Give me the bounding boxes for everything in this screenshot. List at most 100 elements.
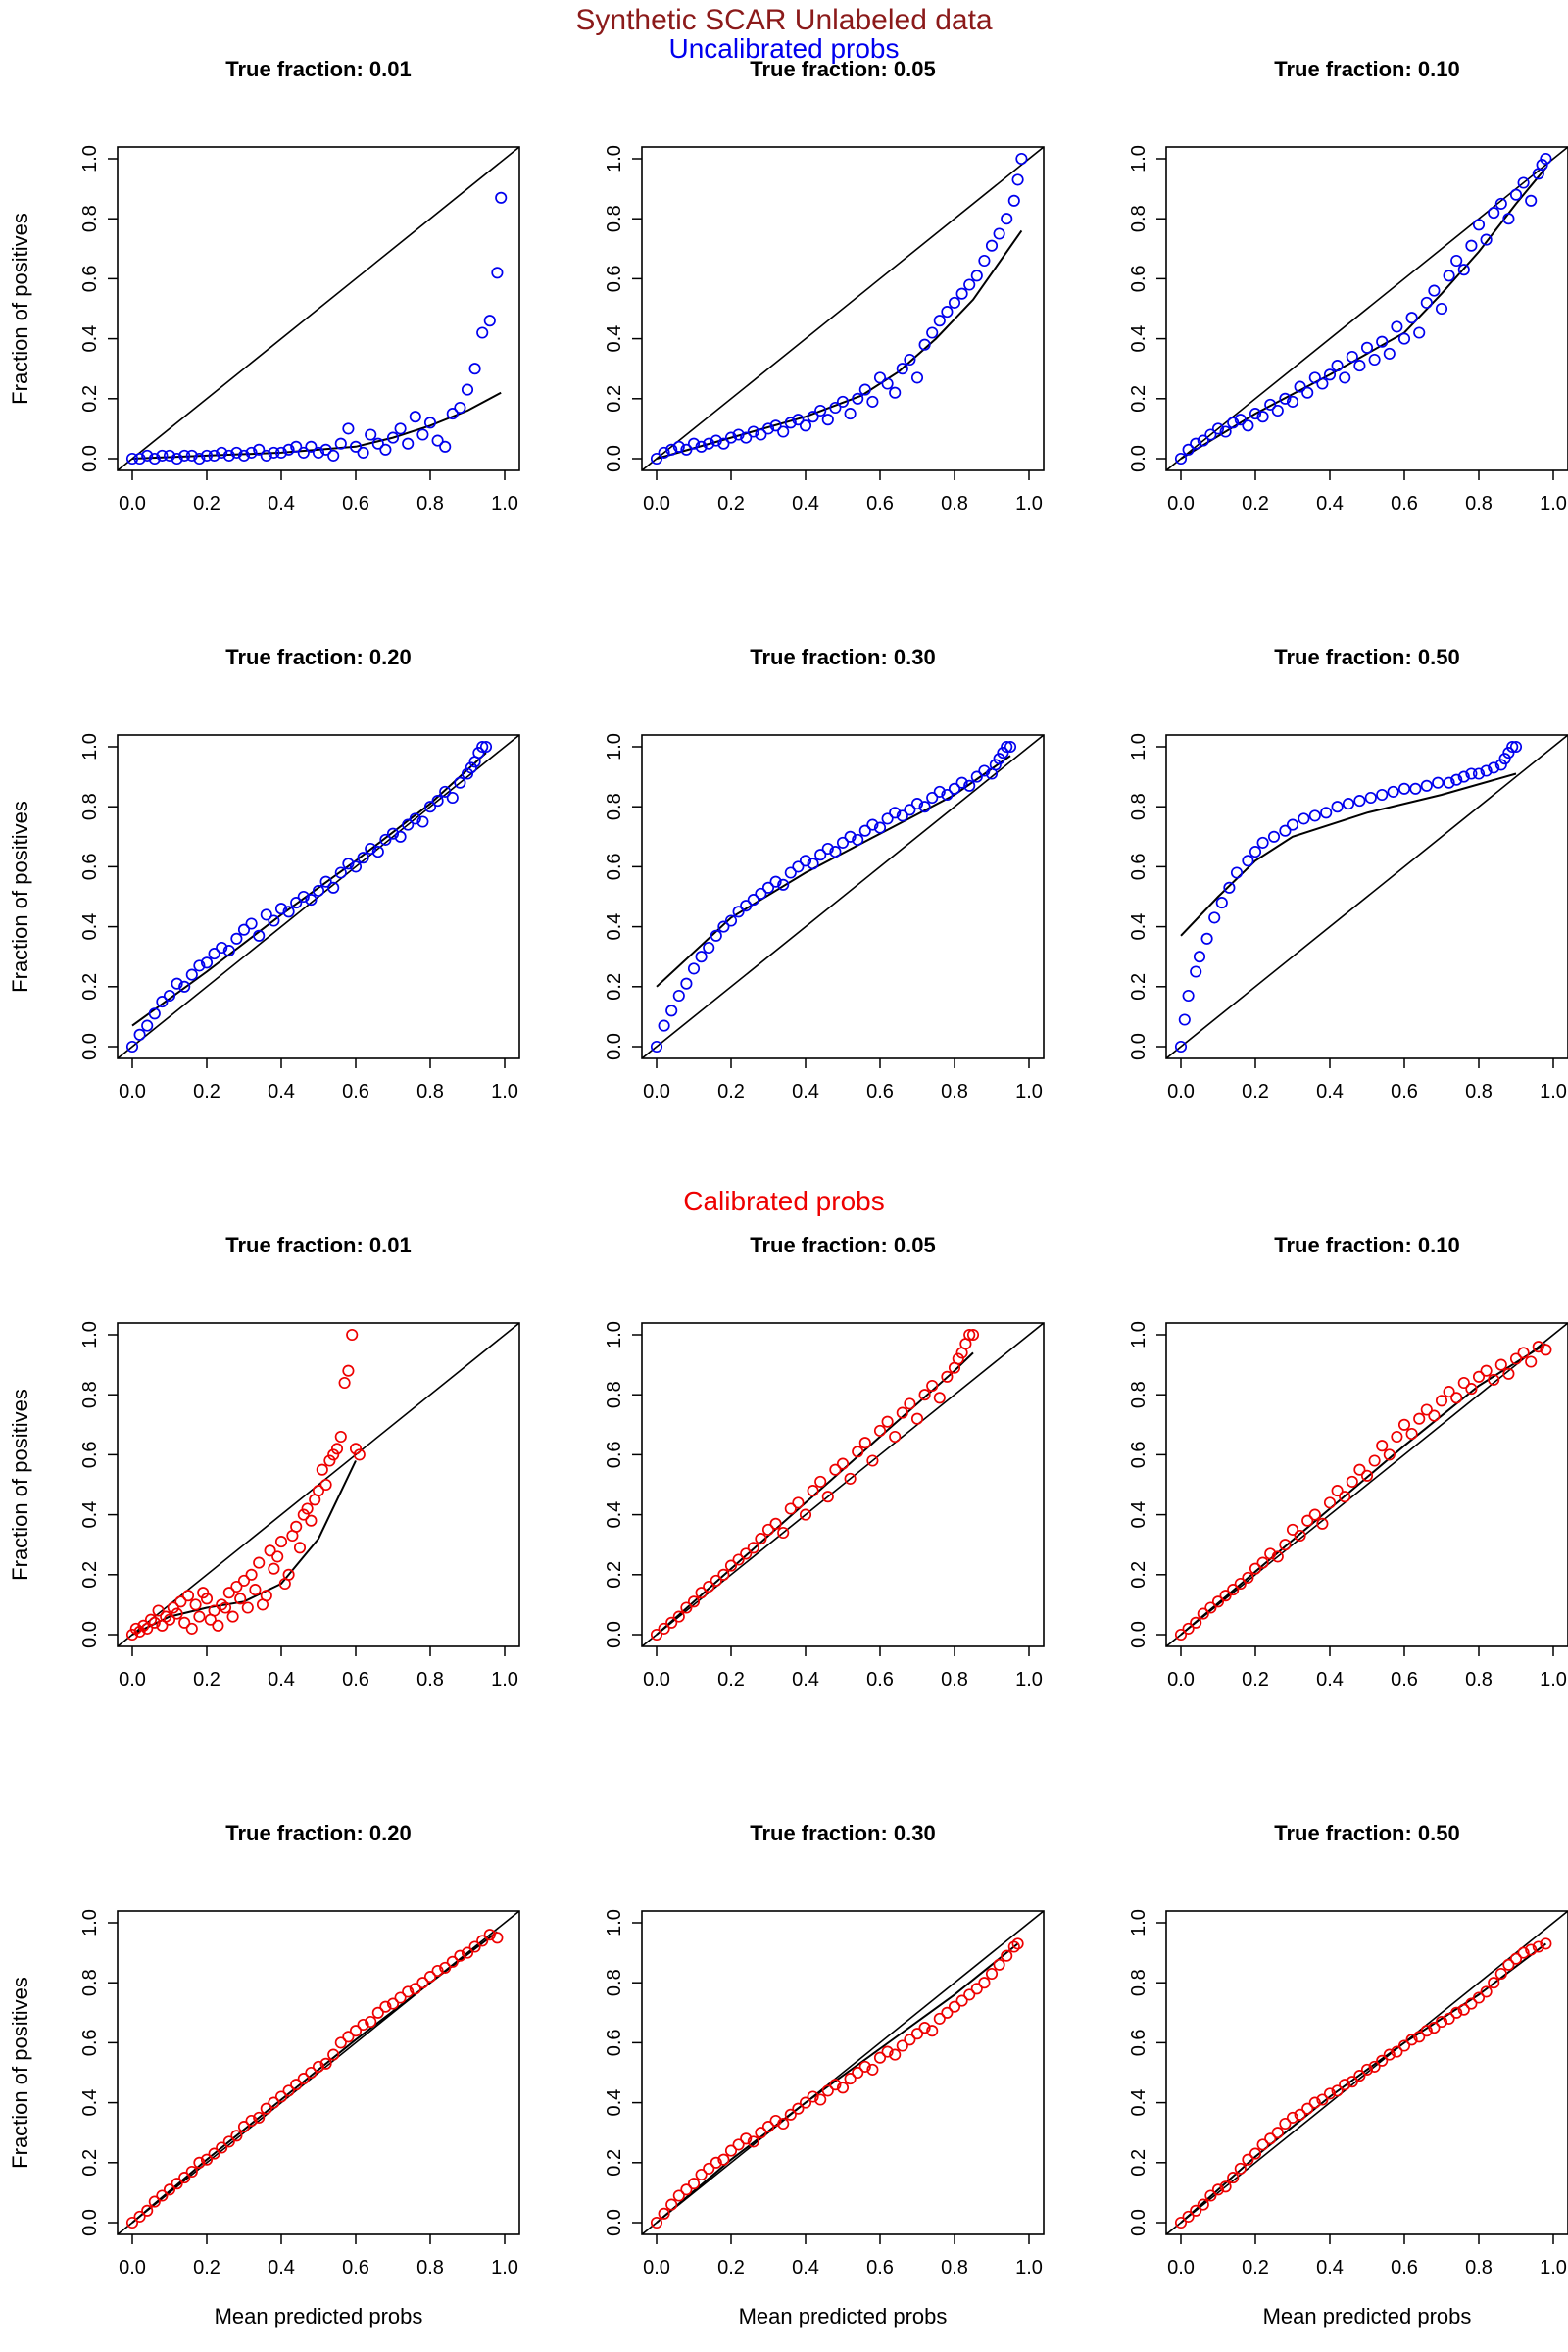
panel-3-point	[1368, 353, 1381, 367]
panel-5-point	[703, 941, 715, 955]
panel-11-reference-diagonal	[642, 1911, 1044, 2234]
panel-11-point	[836, 2082, 850, 2094]
panel-10-x-tick-label: 1.0	[491, 2257, 518, 2278]
panel-11-x-tick-label: 1.0	[1015, 2257, 1043, 2278]
panel-7-point	[293, 1542, 307, 1554]
panel-7-point	[133, 1625, 146, 1638]
panel-1-point	[208, 449, 220, 462]
panel-9: True fraction: 0.100.0 0.2 0.4 0.6 0.8 1.00.0…	[1128, 1233, 1568, 1690]
panel-2-point	[941, 306, 954, 318]
panel-5-point	[650, 1040, 663, 1054]
panel-10-point	[148, 2195, 161, 2208]
panel-4-point	[465, 761, 477, 774]
panel-3-point	[1488, 207, 1500, 220]
panel-5-point	[747, 894, 760, 906]
panel-5-point	[889, 807, 902, 819]
panel-5-y-tick-label: 0.8	[604, 793, 625, 820]
panel-2-point	[1007, 194, 1020, 207]
panel-5-point	[732, 906, 745, 918]
panel-9-point	[1360, 1469, 1374, 1482]
panel-2-point	[732, 428, 745, 441]
panel-4-point	[402, 818, 415, 831]
panel-7-point	[212, 1619, 224, 1632]
panel-3-y-tick-label: 0.2	[1128, 385, 1150, 413]
panel-1-point	[409, 411, 421, 423]
panel-12: True fraction: 0.500.0 0.2 0.4 0.6 0.8 1.00.0…	[1128, 1821, 1568, 2328]
panel-11-point	[844, 2073, 857, 2085]
panel-4-point	[171, 977, 183, 990]
panel-11-y-tick-label: 0.8	[604, 1969, 625, 1996]
panel-10: True fraction: 0.200.0 0.2 0.4 0.6 0.8 1.00.0…	[8, 1821, 520, 2328]
panel-8-point	[814, 1475, 827, 1488]
panel-1-point	[365, 428, 377, 441]
panel-9-point	[1323, 1496, 1337, 1509]
panel-8-fit-line	[656, 1351, 974, 1636]
panel-1-point	[171, 452, 183, 466]
panel-8-point	[966, 1328, 980, 1342]
panel-9-x-tick-label: 1.0	[1540, 1669, 1567, 1690]
panel-8-point	[695, 1587, 708, 1599]
panel-3-x-tick-label: 0.4	[1316, 493, 1344, 514]
panel-10-point	[409, 1983, 421, 1995]
panel-12-point	[1368, 2060, 1381, 2073]
panel-9-plot-area	[1166, 1323, 1568, 1646]
panel-9-point	[1450, 1392, 1463, 1404]
panel-10-plot-area	[118, 1911, 519, 2234]
panel-7-point	[185, 1622, 198, 1635]
panel-3-point	[1405, 312, 1418, 324]
panel-7-point	[237, 1574, 251, 1587]
panel-11-point	[695, 2168, 708, 2181]
panel-4-point	[156, 996, 169, 1008]
panel-5-point	[858, 824, 871, 837]
panel-11-point	[1001, 1949, 1013, 1962]
panel-6-plot-area	[1166, 735, 1568, 1058]
panel-4-y-tick-label: 0.8	[79, 793, 101, 820]
panel-5-point	[761, 881, 775, 894]
panel-7-point	[282, 1568, 295, 1581]
panel-6-y-tick-label: 0.8	[1128, 793, 1150, 820]
panel-5-point	[941, 788, 954, 802]
panel-8-point	[904, 1397, 916, 1410]
panel-5-point	[978, 764, 991, 777]
panel-11-point	[740, 2132, 753, 2145]
panel-1-point	[148, 452, 161, 466]
panel-8-y-tick-label: 1.0	[604, 1321, 625, 1348]
panel-8-point	[952, 1352, 964, 1365]
panel-3-point	[1420, 296, 1433, 309]
panel-11-point	[970, 1983, 983, 1995]
panel-6-point	[1182, 989, 1195, 1003]
panel-3-point	[1271, 404, 1284, 417]
panel-6-point	[1308, 809, 1321, 822]
panel-12-point	[1271, 2127, 1284, 2139]
panel-6-y-tick-label: 0.0	[1128, 1033, 1150, 1060]
panel-1-point	[402, 437, 415, 450]
panel-4-point	[297, 890, 310, 904]
panel-1-point	[156, 449, 169, 462]
panel-5-x-tick-label: 0.0	[643, 1081, 670, 1102]
panel-3-point	[1540, 152, 1552, 166]
panel-11-y-tick-label: 0.4	[604, 2089, 625, 2117]
panel-7-y-tick-label: 0.8	[79, 1381, 101, 1408]
panel-10-point	[268, 2096, 280, 2109]
panel-9-point	[1190, 1616, 1202, 1629]
panel-3-point	[1204, 428, 1217, 441]
panel-6-points	[1174, 740, 1523, 1054]
panel-3-point	[1346, 350, 1358, 364]
panel-3-x-tick-label: 0.6	[1391, 493, 1418, 514]
panel-4-y-tick-label: 0.2	[79, 973, 101, 1001]
panel-4-point	[454, 776, 466, 789]
panel-10-point	[349, 2025, 363, 2037]
panel-4-point	[282, 906, 295, 918]
panel-11-point	[948, 2000, 961, 2013]
panel-10-frame	[117, 1910, 520, 2235]
panel-5-point	[710, 929, 722, 942]
panel-2-point	[918, 338, 931, 351]
panel-1-point	[495, 191, 508, 204]
panel-1-y-axis: 0.0 0.2 0.4 0.6 0.8 1.0	[79, 145, 118, 472]
panel-12-y-tick-label: 0.4	[1128, 2089, 1150, 2117]
panel-10-y-axis-label: Fraction of positives	[8, 1977, 32, 2169]
panel-5-point	[910, 798, 924, 810]
panel-10-y-tick-label: 0.4	[79, 2089, 101, 2117]
panel-7-point	[174, 1595, 187, 1608]
panel-2-x-axis: 0.0 0.2 0.4 0.6 0.8 1.0	[643, 470, 1043, 514]
